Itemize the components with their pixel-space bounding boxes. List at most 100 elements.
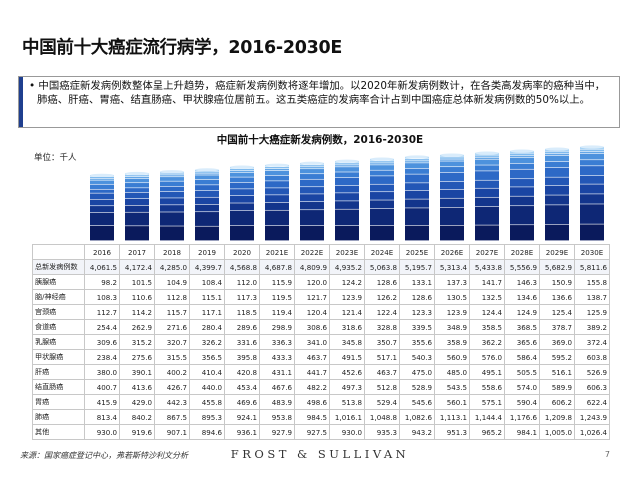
value-cell: 119.4 — [259, 304, 295, 320]
bar-segment — [160, 173, 184, 175]
bar-segment — [510, 155, 534, 158]
value-cell: 426.7 — [154, 379, 190, 395]
bar-segment — [370, 225, 394, 241]
value-cell: 118.5 — [224, 304, 260, 320]
bar-segment — [580, 194, 604, 204]
value-cell: 491.5 — [329, 349, 365, 365]
value-cell: 146.3 — [504, 274, 540, 290]
value-cell: 497.3 — [329, 379, 365, 395]
value-cell: 119.5 — [259, 289, 295, 305]
value-cell: 513.8 — [329, 394, 365, 410]
value-cell: 123.3 — [399, 304, 435, 320]
table-row: 肝癌 380.0 390.1 400.2 410.4 420.8 431.1 441.7 452… — [32, 364, 610, 380]
value-cell: 595.2 — [539, 349, 575, 365]
value-cell: 389.2 — [574, 319, 610, 335]
page-title: 中国前十大癌症流行病学，2016-2030E — [22, 38, 343, 58]
value-cell: 4,568.8 — [224, 259, 260, 275]
value-cell: 1,144.4 — [469, 409, 505, 425]
bar-segment — [370, 192, 394, 200]
row-label: 食道癌 — [32, 319, 85, 335]
source-footnote: 来源：国家癌症登记中心，弗若斯特沙利文分析 — [20, 451, 188, 460]
value-cell: 123.9 — [329, 289, 365, 305]
table-row: 肺癌 813.4 840.2 867.5 895.3 924.1 953.8 984.5 1,0… — [32, 409, 610, 425]
table-row: 宫颈癌 112.7 114.2 115.7 117.1 118.5 119.4 120.4 12… — [32, 304, 610, 320]
bar-segment — [125, 205, 149, 212]
value-cell: 308.6 — [294, 319, 330, 335]
bar-segment — [545, 161, 569, 168]
value-cell: 441.7 — [294, 364, 330, 380]
table-row: 食道癌 254.4 262.9 271.6 280.4 289.6 298.9 308.6 31… — [32, 319, 610, 335]
row-label: 甲状腺癌 — [32, 349, 85, 365]
bar-segment — [545, 185, 569, 195]
bar-segment — [125, 178, 149, 183]
bar-segment — [90, 180, 114, 184]
bar-segment — [125, 198, 149, 205]
bar-segment — [125, 183, 149, 188]
value-cell: 125.4 — [539, 304, 575, 320]
value-cell: 318.6 — [329, 319, 365, 335]
value-cell: 4,061.5 — [84, 259, 120, 275]
bar-segment — [195, 185, 219, 191]
bar-segment — [300, 187, 324, 194]
value-cell: 455.8 — [189, 394, 225, 410]
bar-segment — [125, 175, 149, 177]
bar-segment — [510, 163, 534, 169]
year-header-cell: 2024E — [364, 244, 400, 260]
bar-segment — [230, 195, 254, 203]
value-cell: 298.9 — [259, 319, 295, 335]
value-cell: 280.4 — [189, 319, 225, 335]
bar-segment — [405, 183, 429, 191]
year-header-cell: 2023E — [329, 244, 365, 260]
bar-segment — [265, 181, 289, 188]
bar-segment — [370, 170, 394, 176]
bar-segment — [545, 167, 569, 177]
value-cell: 238.4 — [84, 349, 120, 365]
value-cell: 104.9 — [154, 274, 190, 290]
value-cell: 136.6 — [539, 289, 575, 305]
bar-segment — [230, 182, 254, 189]
bar-segment — [265, 167, 289, 169]
value-cell: 120.0 — [294, 274, 330, 290]
value-cell: 5,195.7 — [399, 259, 435, 275]
value-cell: 121.4 — [329, 304, 365, 320]
year-header-cell: 2018 — [154, 244, 190, 260]
value-cell: 1,016.1 — [329, 409, 365, 425]
chart-title: 中国前十大癌症新发病例数，2016-2030E — [216, 134, 424, 146]
row-label: 脑/神经癌 — [32, 289, 85, 305]
value-cell: 390.1 — [119, 364, 155, 380]
value-cell: 331.6 — [224, 334, 260, 350]
bar-segment — [90, 193, 114, 199]
bar-segment — [510, 187, 534, 196]
bar-segment — [580, 149, 604, 152]
value-cell: 254.4 — [84, 319, 120, 335]
bar-segment — [335, 185, 359, 193]
bar-top-cap — [125, 171, 149, 176]
value-cell: 358.9 — [434, 334, 470, 350]
bar-segment — [160, 181, 184, 187]
value-cell: 1,026.4 — [574, 424, 610, 440]
bar-segment — [300, 179, 324, 187]
bar-segment — [230, 210, 254, 226]
value-cell: 133.1 — [399, 274, 435, 290]
value-cell: 463.7 — [294, 349, 330, 365]
value-cell: 345.8 — [329, 334, 365, 350]
page-number: 7 — [604, 450, 610, 459]
value-cell: 123.9 — [434, 304, 470, 320]
bar-segment — [195, 197, 219, 205]
bar-segment — [230, 168, 254, 171]
bar-segment — [405, 163, 429, 169]
row-label: 胰腺癌 — [32, 274, 85, 290]
row-label: 总新发病例数 — [32, 259, 85, 275]
row-label: 乳腺癌 — [32, 334, 85, 350]
value-cell: 134.6 — [504, 289, 540, 305]
value-cell: 155.8 — [574, 274, 610, 290]
value-cell: 943.2 — [399, 424, 435, 440]
value-cell: 5,063.8 — [364, 259, 400, 275]
value-cell: 907.1 — [154, 424, 190, 440]
value-cell: 589.9 — [539, 379, 575, 395]
value-cell: 114.2 — [119, 304, 155, 320]
bar-segment — [160, 186, 184, 192]
bar-top-cap — [265, 163, 289, 167]
bar-segment — [265, 210, 289, 226]
value-cell: 431.1 — [259, 364, 295, 380]
